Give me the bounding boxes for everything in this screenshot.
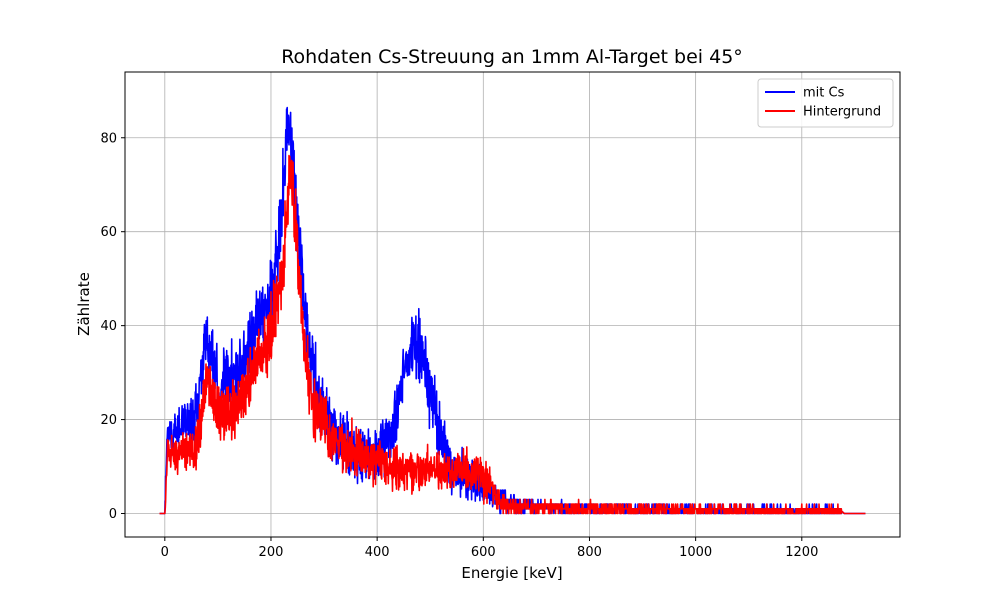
series-group (159, 106, 866, 515)
x-tick-label: 800 (577, 545, 602, 560)
x-tick-label: 600 (471, 545, 496, 560)
series-line-hintergrund (159, 154, 866, 515)
x-tick-label: 200 (259, 545, 284, 560)
x-axis-label: Energie [keV] (461, 564, 562, 582)
y-tick-label: 0 (109, 507, 117, 522)
chart-title: Rohdaten Cs-Streuung an 1mm Al-Target be… (281, 46, 743, 68)
x-tick-label: 1000 (679, 545, 712, 560)
x-tick-label: 400 (365, 545, 390, 560)
legend-label-hintergrund: Hintergrund (803, 105, 881, 120)
axis-ticks: 0 200 400 600 800 1000 1200 0 20 40 60 80 (100, 131, 818, 560)
y-tick-label: 60 (100, 225, 117, 240)
legend: mit Cs Hintergrund (757, 78, 894, 128)
legend-label-mit-cs: mit Cs (803, 86, 845, 101)
x-tick-label: 1200 (785, 545, 818, 560)
y-tick-label: 40 (100, 319, 117, 334)
y-tick-label: 80 (100, 131, 117, 146)
y-tick-label: 20 (100, 413, 117, 428)
y-axis-label: Zählrate (75, 272, 93, 336)
x-tick-label: 0 (161, 545, 169, 560)
plot-frame (124, 71, 901, 538)
